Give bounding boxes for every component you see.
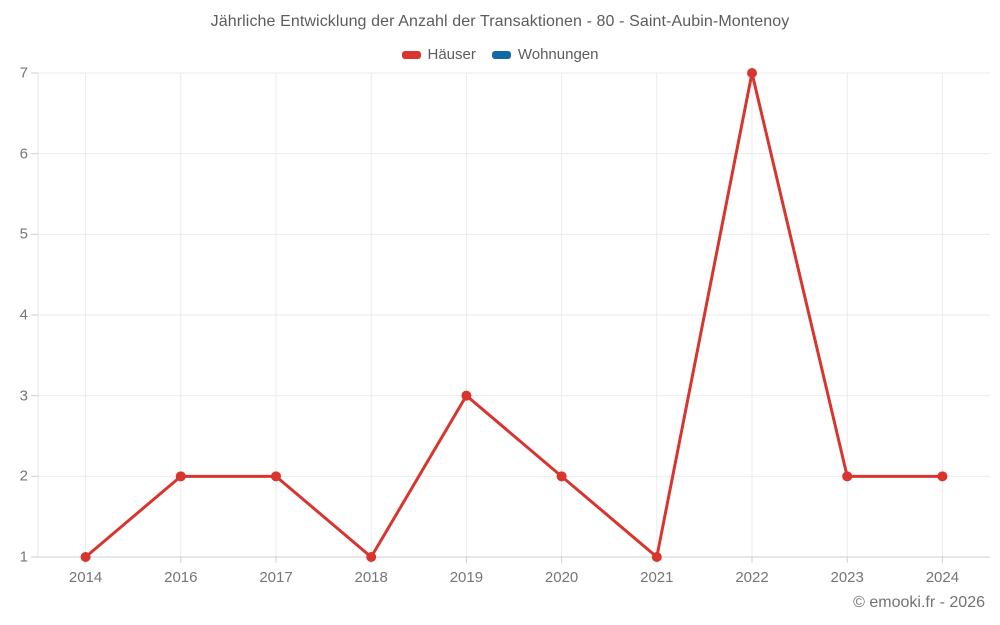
wohnungen-series-swatch [491, 50, 511, 59]
data-point-marker [842, 471, 853, 482]
data-point-marker [747, 68, 757, 78]
y-tick-label: 2 [19, 467, 28, 485]
legend-item-label: Häuser [427, 46, 476, 63]
x-tick-label: 2024 [925, 569, 960, 586]
y-tick-label: 6 [19, 145, 28, 163]
x-tick-label: 2021 [640, 569, 674, 586]
x-tick-label: 2022 [735, 569, 769, 586]
y-tick-label: 4 [19, 306, 28, 324]
x-tick-label: 2016 [164, 569, 198, 586]
chart-title: Jährliche Entwicklung der Anzahl der Tra… [210, 13, 790, 30]
y-tick-label: 7 [19, 64, 28, 82]
copyright-watermark: © emooki.fr - 2026 [853, 594, 985, 611]
data-point-marker [175, 471, 186, 482]
legend: Häuser Wohnungen [0, 46, 1000, 63]
data-point-marker [271, 471, 281, 482]
data-point-marker [461, 390, 472, 401]
x-tick-label: 2014 [68, 569, 103, 586]
data-point-marker [937, 471, 948, 482]
haeuser-series-swatch [401, 50, 421, 59]
series-line [84, 71, 944, 559]
x-tick-label: 2023 [830, 569, 864, 586]
data-point-marker [556, 471, 567, 482]
y-tick-label: 5 [19, 225, 28, 243]
legend-item-wohnungen[interactable]: Wohnungen [491, 46, 599, 63]
legend-item-label: Wohnungen [517, 46, 599, 63]
data-point-marker [80, 552, 91, 562]
data-point-marker [366, 552, 377, 562]
x-tick-label: 2018 [354, 569, 388, 586]
data-point-marker [651, 552, 662, 562]
x-tick-label: 2020 [544, 569, 579, 586]
x-tick-label: 2019 [449, 569, 484, 586]
y-tick-label: 3 [19, 387, 28, 405]
legend-item-haeuser[interactable]: Häuser [401, 46, 476, 63]
y-tick-label: 1 [19, 548, 28, 566]
x-tick-label: 2017 [259, 569, 293, 586]
